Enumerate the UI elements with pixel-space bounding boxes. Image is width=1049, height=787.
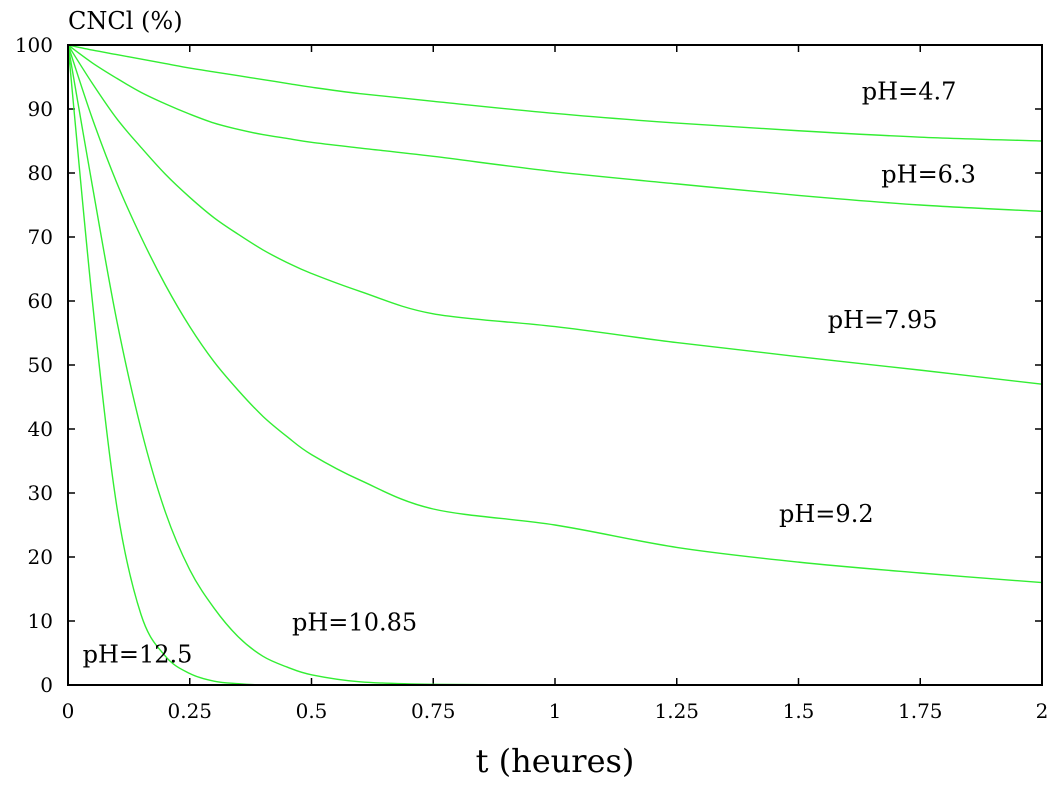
series-line-5	[67, 44, 1042, 686]
series-line-3	[67, 44, 1043, 584]
x-tick-label: 0.5	[296, 699, 328, 723]
series-line-0	[67, 44, 1043, 142]
series-label: pH=10.85	[292, 609, 417, 637]
x-tick-label: 1.25	[654, 699, 699, 723]
y-tick-label: 10	[28, 609, 53, 633]
y-tick-label: 100	[15, 33, 53, 57]
y-tick-label: 50	[28, 353, 53, 377]
series-line-1	[67, 44, 1043, 213]
series-lines	[67, 44, 1043, 686]
x-tick-label: 1	[549, 699, 562, 723]
series-label: pH=9.2	[779, 500, 874, 528]
x-tick-label: 1.5	[783, 699, 815, 723]
axis-ticks: 0 0.25 0.5 0.75 1 1.25 1.5 1.75 2010203040506070…	[15, 33, 1049, 723]
x-tick-label: 1.75	[898, 699, 943, 723]
series-labels: pH=4.7 pH=6.3 pH=7.95 pH=9.2 pH=10.85 pH=12.5	[83, 77, 976, 668]
series-line-4	[67, 44, 1042, 686]
y-tick-label: 20	[28, 545, 53, 569]
series-label: pH=6.3	[881, 161, 976, 189]
x-tick-label: 0	[62, 699, 75, 723]
y-tick-label: 60	[28, 289, 53, 313]
y-tick-label: 30	[28, 481, 53, 505]
series-label: pH=4.7	[862, 77, 957, 105]
y-axis-label: CNCl (%)	[68, 7, 183, 35]
series-label: pH=7.95	[828, 306, 938, 334]
plot-frame	[67, 44, 1043, 686]
x-tick-label: 0.75	[411, 699, 456, 723]
x-tick-label: 0.25	[167, 699, 212, 723]
x-tick-label: 2	[1036, 699, 1049, 723]
y-tick-label: 80	[28, 161, 53, 185]
y-tick-label: 40	[28, 417, 53, 441]
series-line-2	[67, 44, 1043, 385]
y-tick-label: 90	[28, 97, 53, 121]
series-label: pH=12.5	[83, 641, 193, 669]
y-tick-label: 70	[28, 225, 53, 249]
x-axis-label: t (heures)	[476, 742, 635, 780]
y-tick-label: 0	[40, 673, 53, 697]
